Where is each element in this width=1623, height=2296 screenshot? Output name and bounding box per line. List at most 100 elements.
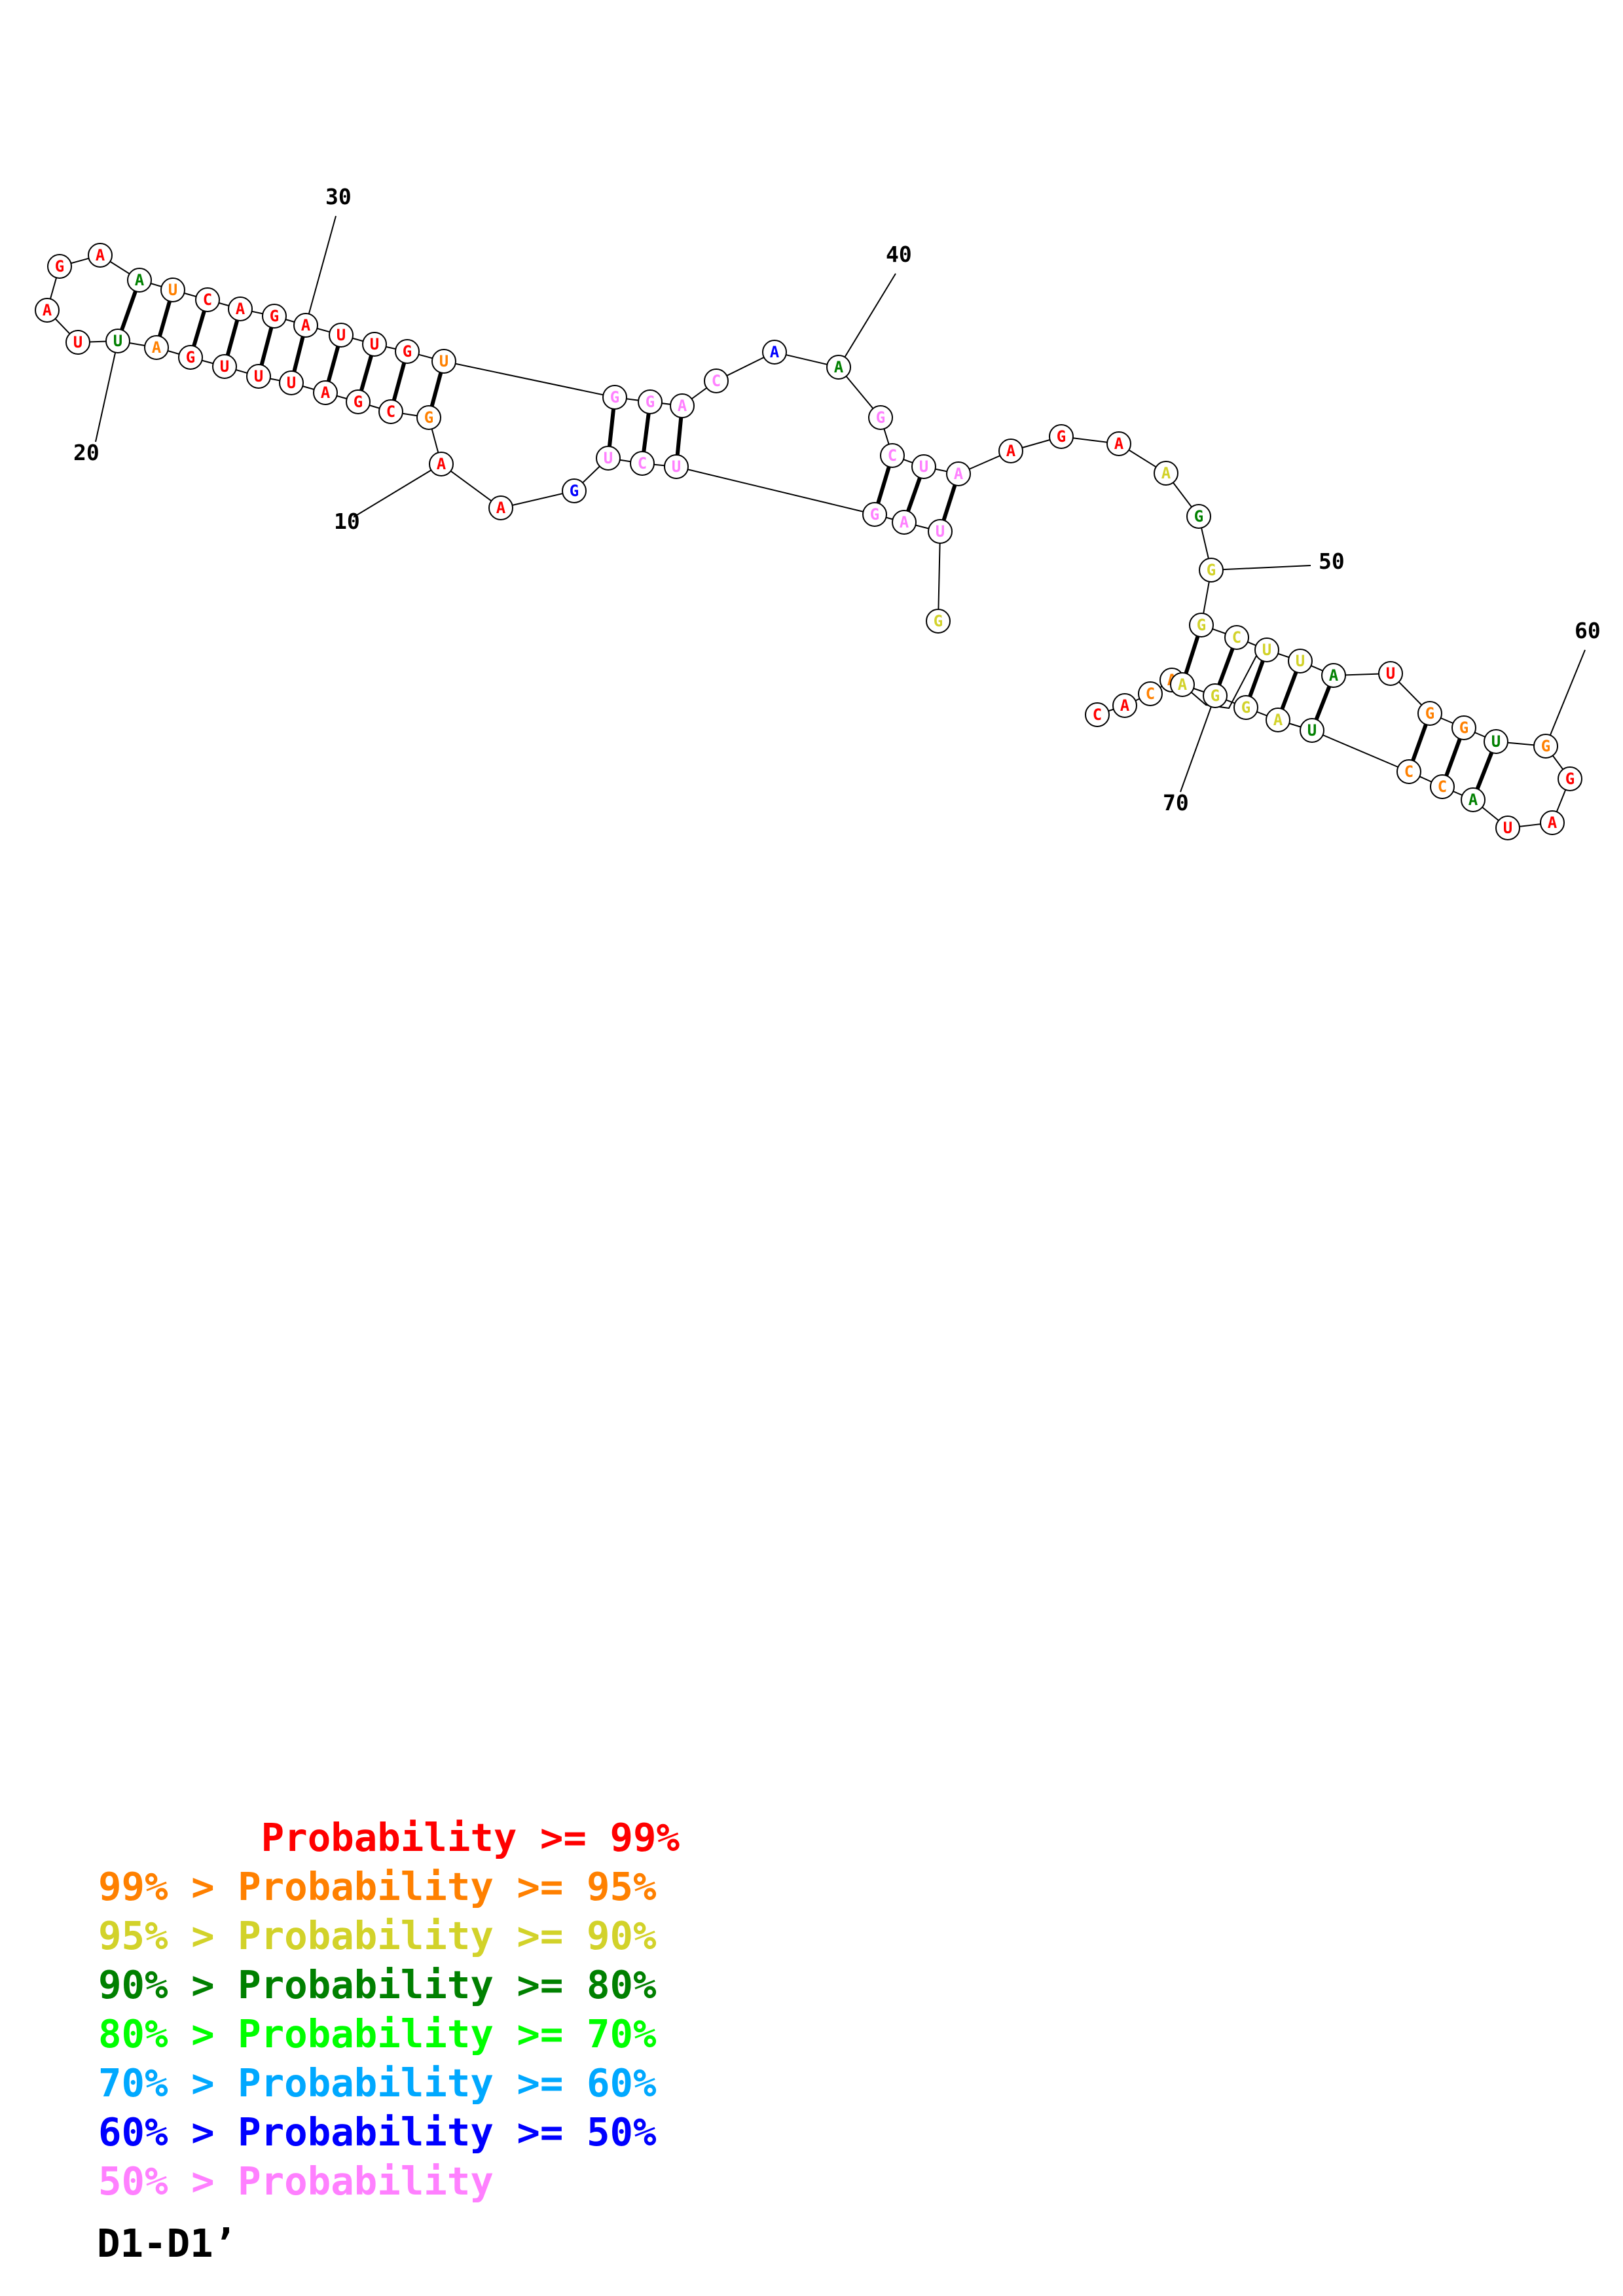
nucleotide-letter: A [96,246,105,264]
nucleotide-letter: C [1232,628,1241,647]
nucleotide: C [704,368,729,393]
nucleotide-letter: A [236,300,246,318]
nucleotide: G [1049,424,1074,449]
nucleotide: U [664,454,689,479]
nucleotide-circle [762,340,787,365]
nucleotide-letter: G [1211,687,1220,705]
nucleotide-circle [47,254,72,279]
index-leader-line [353,463,442,518]
nucleotide-circle [1451,715,1476,740]
nucleotide-circle [195,287,220,312]
nucleotide-letter: C [386,403,395,421]
nucleotide: G [562,478,587,503]
nucleotide: C [1138,681,1163,706]
nucleotide-letter: A [43,301,52,319]
nucleotide-circle [1533,734,1558,759]
nucleotide-circle [246,364,271,389]
nucleotide-circle [65,330,90,355]
nucleotide: U [1484,729,1508,754]
nucleotide-letter: A [1161,464,1171,482]
nucleotide: U [1288,649,1313,673]
nucleotide: C [1430,774,1455,799]
nucleotide: G [1203,683,1228,708]
index-label-70: 70 [1163,790,1189,816]
nucleotide-letter: U [672,457,681,476]
nucleotide-letter: G [186,348,195,367]
nucleotide-letter: G [403,342,412,361]
nucleotide-letter: U [1491,732,1501,751]
nucleotide-letter: G [570,482,579,500]
nucleotide-letter: G [876,408,885,427]
nucleotide-letter: G [354,393,363,411]
nucleotide: G [862,502,887,527]
nucleotide-letter: U [168,281,177,299]
index-labels: 10 20 30 40 50 60 70 [73,184,1601,816]
nucleotide-circle [1300,718,1324,743]
nucleotide-circle [911,454,936,479]
nucleotide: A [313,380,338,405]
nucleotide-letter: A [954,465,964,483]
nucleotide: U [212,354,237,379]
nucleotide: G [1199,558,1224,583]
nucleotide: A [1321,663,1346,688]
nucleotide-letter: G [1057,427,1066,446]
nucleotide: U [1254,637,1279,662]
index-leader-line [1211,565,1311,571]
nucleotide-circle [868,405,893,430]
nucleotide-circle [1254,637,1279,662]
nucleotide-circle [313,380,338,405]
nucleotide-circle [1170,672,1195,697]
nucleotide-circle [1233,695,1258,720]
nucleotide-letter: A [900,513,909,531]
nucleotide: U [362,332,387,357]
nucleotide-circle [1321,663,1346,688]
nucleotide-letter: A [496,499,506,517]
nucleotide-letter: U [1307,721,1317,740]
nucleotide: U [329,323,354,348]
nucleotide: A [1540,810,1565,835]
nucleotide-circle [1112,693,1137,718]
nucleotide-circle [1484,729,1508,754]
nucleotide-letter: G [1197,616,1206,634]
nucleotide-letter: G [646,393,655,411]
nucleotide: A [88,243,113,268]
nucleotide-letter: G [870,505,879,524]
nucleotide-circle [704,368,729,393]
nucleotide: G [638,389,663,414]
nucleotide-letter: A [301,316,311,334]
nucleotide: A [1112,693,1137,718]
nucleotide-letter: A [1006,442,1016,460]
nucleotide: G [1533,734,1558,759]
nucleotide: C [630,451,655,476]
nucleotide-circle [1203,683,1228,708]
nucleotide-letter: U [1262,641,1271,659]
nucleotide-letter: C [1093,706,1102,724]
nucleotide-circle [1049,424,1074,449]
nucleotide: A [1154,461,1178,486]
nucleotide-circle [1430,774,1455,799]
nucleotide: A [127,268,152,293]
nucleotide-circle [1461,787,1486,812]
nucleotide: C [1224,625,1249,650]
nucleotide: U [431,349,456,374]
index-label-40: 40 [886,242,912,267]
legend-line-50: 60% > Probability >= 50% [98,2109,657,2155]
backbone-strand [46,254,1571,829]
legend-line-95: 99% > Probability >= 95% [98,1864,657,1909]
diagram-title: D1-D1’ [97,2221,236,2266]
nucleotide-letter: A [770,343,780,361]
nucleotide-letter: A [152,338,162,357]
nucleotide-letter: G [1425,704,1434,723]
nucleotide-letter: G [424,408,433,427]
nucleotide-letter: G [1207,561,1216,579]
nucleotide-circle [35,298,60,323]
nucleotide-letter: U [113,332,122,350]
nucleotide-circle [488,495,513,520]
nucleotide: G [602,385,627,410]
nucleotide-circle [998,439,1023,463]
nucleotide-letter: A [321,384,331,402]
nucleotide-circle [1186,504,1211,529]
index-label-30: 30 [325,184,352,209]
nucleotide: G [346,389,371,414]
nucleotide-circle [664,454,689,479]
